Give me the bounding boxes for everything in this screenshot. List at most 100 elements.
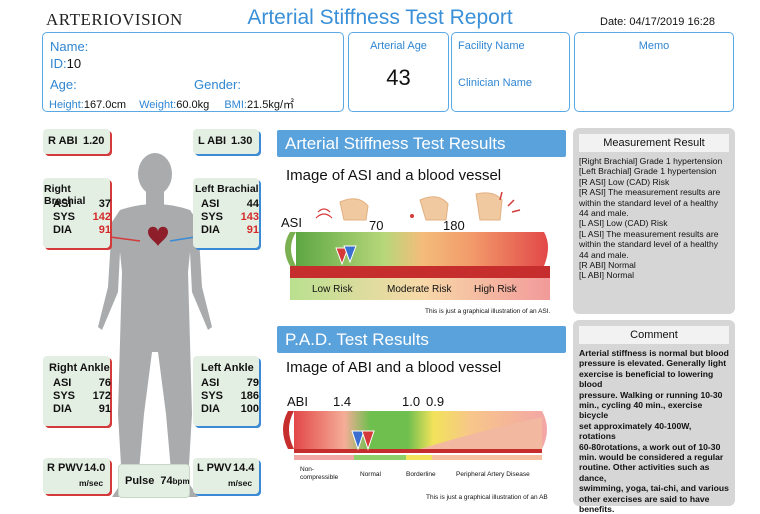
asi-label: ASI	[201, 377, 220, 389]
asi-zone-low: Low Risk	[312, 284, 353, 295]
comment-line: Arterial stiffness is normal but blood	[579, 348, 729, 358]
dia-label: DIA	[53, 224, 72, 236]
left-brachial-title: Left Brachial	[195, 183, 259, 195]
right-ankle-sys: 172	[92, 390, 111, 402]
comment-text: Arterial stiffness is normal but blood pr…	[573, 344, 735, 514]
pad-subtitle: Image of ABI and a blood vessel	[286, 359, 502, 376]
logo-text: ARTERIOVISION	[46, 10, 183, 29]
abi-zone-borderline: Borderline	[406, 471, 436, 478]
left-ankle-title: Left Ankle	[201, 362, 254, 374]
asi-zone-moderate: Moderate Risk	[387, 284, 452, 295]
name-label: Name:	[50, 39, 89, 54]
arterial-age-label: Arterial Age	[370, 40, 427, 52]
pulse-unit: bpm	[172, 477, 190, 486]
abi-axis-label: ABI	[287, 394, 308, 409]
comment-line: min., cycling 40 min., exercise bicycle	[579, 400, 703, 421]
abi-zone-pad: Peripheral Artery Disease	[456, 471, 530, 478]
pad-section-title: P.A.D. Test Results	[277, 326, 566, 353]
abi-zone-noncompressible: Non- compressible	[300, 466, 338, 482]
right-brachial-asi: 37	[98, 198, 111, 210]
measurement-line: [Left Brachial] Grade 1 hypertension	[579, 166, 717, 177]
comment-line: pressure is elevated. Generally light	[579, 358, 727, 369]
measurement-line: [R ABI] Normal	[579, 260, 636, 271]
arterial-age-value: 43	[386, 65, 411, 90]
pulse-row: Pulse 74bpm	[125, 475, 190, 487]
measurement-line: [R ASI] The measurement results are	[579, 187, 721, 198]
asi-zone-high: High Risk	[474, 284, 517, 295]
asi-label: ASI	[53, 198, 72, 210]
measurement-line: [Right Brachial] Grade 1 hypertension	[579, 156, 723, 166]
weight-label: Weight:	[139, 99, 177, 111]
heart-icon	[148, 226, 168, 246]
measurement-line: [R ASI] Low (CAD) Risk	[579, 176, 670, 187]
comment-line: routine. Other activities such as dance,	[579, 462, 710, 483]
asi-axis-label: ASI	[281, 215, 302, 230]
l-pwv-box: L PWV 14.4 m/sec	[193, 458, 259, 494]
facility-panel: Facility Name Clinician Name	[451, 32, 570, 112]
abi-tick-0-9: 0.9	[426, 394, 445, 409]
comment-line: 60-80rotations, a work out of 10-30	[579, 441, 721, 452]
measurement-result-panel: Measurement Result [Right Brachial] Grad…	[573, 128, 735, 314]
comment-panel: Comment Arterial stiffness is normal but…	[573, 320, 735, 514]
left-brachial-values: ASI 44 SYS 143 DIA 91	[201, 198, 259, 236]
measurement-line: within the standard level of a healthy	[579, 239, 719, 250]
asi-label: ASI	[53, 377, 72, 389]
measurement-line: [L ASI] Low (CAD) Risk	[579, 218, 668, 229]
r-pwv-value: 14.0	[84, 462, 106, 474]
report-title: Arterial Stiffness Test Report	[247, 6, 513, 29]
right-brachial-title: Right Brachial	[44, 183, 86, 207]
arterial-age-panel: Arterial Age 43	[348, 32, 449, 112]
sys-label: SYS	[53, 390, 76, 402]
report-date: Date: 04/17/2019 16:28	[600, 16, 715, 28]
id-label: ID:	[50, 56, 67, 71]
pulse-label: Pulse	[125, 475, 155, 487]
r-abi-value: 1.20	[83, 135, 105, 147]
left-ankle-dia: 100	[240, 403, 259, 415]
bmi-label: BMI:	[224, 99, 247, 111]
comment-line: benefits.	[579, 504, 615, 514]
bmi-value: 21.5kg/㎡	[246, 99, 295, 111]
r-pwv-label: R PWV	[47, 462, 84, 474]
left-ankle-box: Left Ankle ASI 79 SYS 186 DIA 100	[193, 356, 259, 426]
weight-value: 60.0kg	[176, 99, 210, 111]
measurement-result-title: Measurement Result	[579, 134, 729, 152]
memo-panel: Memo	[574, 32, 734, 112]
r-pwv-unit: m/sec	[79, 478, 104, 488]
right-ankle-dia: 91	[98, 403, 111, 415]
asi-vessel-illustration	[285, 191, 550, 300]
left-ankle-sys: 186	[240, 390, 259, 402]
patient-info-panel: Name: ID:10 Age: Gender: Height:167.0cm …	[42, 32, 344, 112]
right-brachial-values: ASI 37 SYS 142 DIA 91	[53, 198, 111, 236]
comment-line: exercise is beneficial to lowering blood	[579, 368, 714, 390]
l-pwv-label: L PWV	[197, 462, 232, 474]
sys-label: SYS	[201, 390, 224, 402]
measurement-line: within the standard level of a healthy	[579, 197, 719, 208]
r-pwv-box: R PWV 14.0 m/sec	[43, 458, 110, 494]
human-body-figure	[98, 153, 212, 497]
abi-tick-1-0: 1.0	[402, 394, 421, 409]
abi-vessel-illustration	[283, 411, 547, 460]
abi-zone-noncomp-line1: Non-	[300, 466, 315, 473]
l-abi-box: L ABI 1.30	[193, 129, 259, 154]
asi-note: This is just a graphical illustration of…	[425, 308, 551, 315]
height-label: Height:	[49, 99, 84, 111]
comment-line: swimming, yoga, tai-chi, and various	[579, 483, 729, 494]
measurement-line: [L ABI] Normal	[579, 270, 635, 281]
l-abi-value: 1.30	[231, 135, 253, 147]
memo-label: Memo	[638, 40, 670, 52]
facility-name-label: Facility Name	[458, 40, 525, 52]
left-ankle-asi: 79	[246, 377, 259, 389]
left-brachial-box: Left Brachial ASI 44 SYS 143 DIA 91	[193, 178, 259, 248]
left-brachial-asi: 44	[246, 198, 259, 210]
valve-icon	[351, 430, 365, 451]
sys-label: SYS	[53, 211, 76, 223]
left-ankle-values: ASI 79 SYS 186 DIA 100	[201, 377, 259, 415]
id-value: 10	[66, 56, 82, 71]
gender-label: Gender:	[194, 77, 241, 92]
comment-line: min. would be considered a regular	[579, 452, 724, 463]
connector-lines	[109, 236, 196, 242]
age-label: Age:	[50, 77, 77, 92]
right-brachial-sys: 142	[92, 211, 111, 223]
measurement-line: 44 and male.	[579, 249, 629, 260]
pulse-box: Pulse 74bpm	[118, 464, 190, 498]
